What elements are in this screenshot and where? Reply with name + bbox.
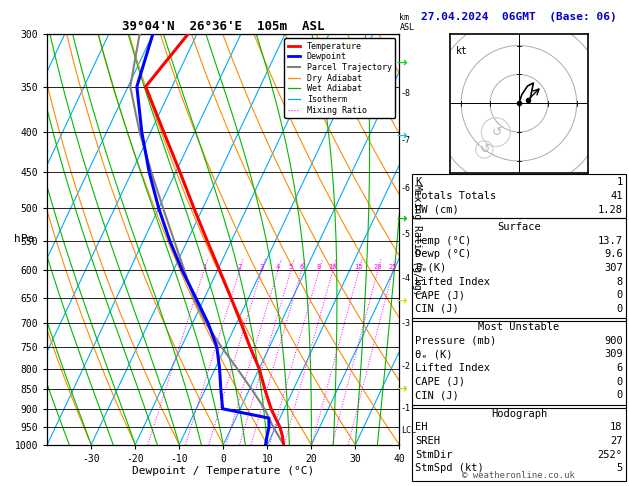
Text: 6: 6 [299,264,304,270]
Text: CAPE (J): CAPE (J) [415,377,465,387]
Text: Hodograph: Hodograph [491,409,547,419]
Text: Totals Totals: Totals Totals [415,191,496,201]
Text: 5: 5 [289,264,293,270]
Text: →: → [396,295,406,308]
Text: $\circlearrowleft$: $\circlearrowleft$ [489,126,503,139]
Text: -1: -1 [401,404,411,413]
Text: Pressure (mb): Pressure (mb) [415,336,496,346]
Text: hPa: hPa [14,234,35,244]
Text: PW (cm): PW (cm) [415,205,459,215]
Text: 8: 8 [616,277,623,287]
Text: Surface: Surface [497,222,541,232]
Text: StmDir: StmDir [415,450,453,460]
Text: km
ASL: km ASL [399,13,415,32]
X-axis label: Dewpoint / Temperature (°C): Dewpoint / Temperature (°C) [132,467,314,476]
Text: 8: 8 [317,264,321,270]
Text: 15: 15 [355,264,363,270]
Text: 27: 27 [610,436,623,446]
Text: 1: 1 [202,264,206,270]
Text: CIN (J): CIN (J) [415,390,459,400]
Legend: Temperature, Dewpoint, Parcel Trajectory, Dry Adiabat, Wet Adiabat, Isotherm, Mi: Temperature, Dewpoint, Parcel Trajectory… [284,38,395,118]
Text: 1.28: 1.28 [598,205,623,215]
Text: kt: kt [455,46,467,55]
Text: StmSpd (kt): StmSpd (kt) [415,463,484,473]
Text: 252°: 252° [598,450,623,460]
Text: →: → [396,212,406,225]
Text: 0: 0 [616,304,623,314]
Text: 41: 41 [610,191,623,201]
Text: CIN (J): CIN (J) [415,304,459,314]
Text: -8: -8 [401,89,411,98]
Text: -5: -5 [401,230,411,239]
Text: 10: 10 [328,264,337,270]
Text: © weatheronline.co.uk: © weatheronline.co.uk [462,471,576,480]
Text: -2: -2 [401,362,411,371]
Text: →: → [396,57,406,69]
Text: 5: 5 [616,463,623,473]
Text: →: → [396,130,406,142]
Text: →: → [396,130,406,142]
Text: 3: 3 [260,264,264,270]
Text: 27.04.2024  06GMT  (Base: 06): 27.04.2024 06GMT (Base: 06) [421,12,617,22]
Text: 0: 0 [616,390,623,400]
Text: 25: 25 [389,264,398,270]
Text: Dewp (°C): Dewp (°C) [415,249,471,260]
Text: 13.7: 13.7 [598,236,623,246]
Text: 6: 6 [616,363,623,373]
Text: 4: 4 [276,264,280,270]
Text: 2: 2 [238,264,242,270]
Text: -4: -4 [401,275,411,283]
Text: →: → [396,382,406,395]
Text: →: → [396,212,406,225]
Text: K: K [415,177,421,188]
Text: θₑ (K): θₑ (K) [415,349,453,360]
Text: 309: 309 [604,349,623,360]
Text: θₑ(K): θₑ(K) [415,263,447,273]
Text: SREH: SREH [415,436,440,446]
Text: Mixing Ratio (g/kg): Mixing Ratio (g/kg) [412,184,422,295]
Text: CAPE (J): CAPE (J) [415,290,465,300]
Text: 18: 18 [610,422,623,433]
Text: LCL: LCL [401,426,416,435]
Text: Most Unstable: Most Unstable [478,322,560,332]
Text: 1: 1 [616,177,623,188]
Text: Temp (°C): Temp (°C) [415,236,471,246]
Text: 0: 0 [616,290,623,300]
Text: -3: -3 [401,318,411,328]
Text: EH: EH [415,422,428,433]
Text: →: → [396,295,406,308]
Text: Lifted Index: Lifted Index [415,363,490,373]
Title: 39°04'N  26°36'E  105m  ASL: 39°04'N 26°36'E 105m ASL [122,20,325,33]
Text: Lifted Index: Lifted Index [415,277,490,287]
Text: 0: 0 [616,377,623,387]
Text: →: → [396,382,406,395]
Text: -6: -6 [401,184,411,193]
Text: →: → [396,57,406,69]
Text: 9.6: 9.6 [604,249,623,260]
Text: 307: 307 [604,263,623,273]
Text: -7: -7 [401,136,411,145]
Text: 900: 900 [604,336,623,346]
Text: $\circlearrowleft$: $\circlearrowleft$ [477,143,491,156]
Text: 20: 20 [374,264,382,270]
